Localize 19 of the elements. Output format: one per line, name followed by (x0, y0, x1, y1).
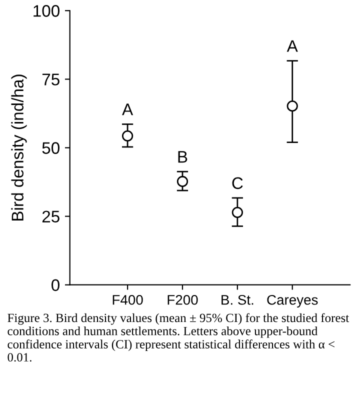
annotation: A (122, 104, 134, 116)
annotation: B (178, 151, 188, 163)
x-tick-label: B. St. (222, 294, 254, 305)
y-tick-label: 0 (52, 279, 60, 292)
y-tick-label: 100 (34, 5, 60, 17)
y-tick-label: 50 (42, 142, 60, 154)
point (122, 130, 134, 142)
annotation: C (232, 177, 243, 190)
point (176, 176, 188, 188)
point (286, 100, 298, 112)
y-tick-label: 25 (42, 210, 60, 223)
y-tick-label: 75 (42, 74, 60, 86)
x-tick-label: F400 (112, 294, 143, 305)
x-tick-label: Careyes (267, 294, 318, 308)
annotation: A (286, 40, 298, 52)
caption: Figure 3. Bird density values (mean ± 95% CI) for the studied forest conditions and human settlements. Letters above upper-bound confidence intervals (CI) represent statistical differences with α < 0.01. (8, 313, 350, 362)
x-tick-label: F200 (168, 294, 198, 305)
y-axis-title: Bird density (ind/ha) (11, 74, 27, 220)
point (232, 206, 243, 218)
